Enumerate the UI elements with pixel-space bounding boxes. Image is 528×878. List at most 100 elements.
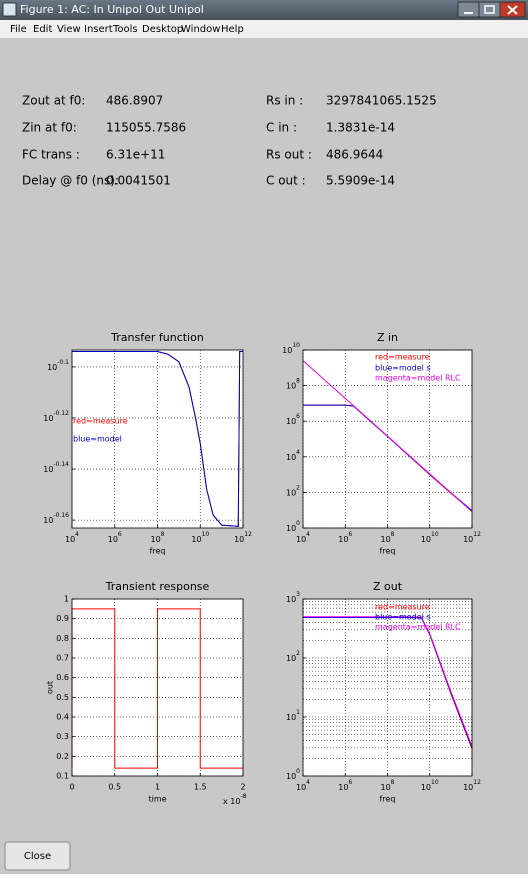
plot-frame	[71, 349, 244, 529]
plot-title: Z out	[373, 580, 403, 593]
y-tick-label: 100	[286, 768, 300, 781]
plot-frame	[302, 598, 473, 777]
plots: 1041061081010101210-0.110-0.1210-0.1410-…	[43, 331, 481, 806]
info-value: 115055.7586	[106, 121, 186, 135]
legend-annotation: red=measure	[73, 417, 128, 426]
plot-title: Transfer function	[110, 331, 204, 344]
menu-item[interactable]: Desktop	[142, 24, 183, 35]
menu-item[interactable]: Edit	[33, 24, 52, 35]
menu-bar	[0, 20, 528, 38]
y-tick-label: 0.9	[56, 614, 69, 623]
minimize-button[interactable]	[457, 1, 480, 18]
info-label: Zout at f0:	[22, 94, 85, 108]
info-label: C out :	[266, 174, 306, 188]
legend-annotation: blue=model	[73, 435, 122, 444]
info-value: 486.8907	[106, 94, 163, 108]
close-icon	[507, 5, 518, 15]
data-line	[72, 351, 243, 527]
y-tick-label: 102	[286, 484, 300, 497]
info-panel: Zout at f0: 486.8907 Zin at f0: 115055.7586…	[22, 94, 437, 188]
x-tick-label: 106	[338, 531, 352, 544]
menu-item[interactable]: Insert	[84, 24, 113, 35]
x-tick-label: 1012	[463, 531, 481, 544]
x-tick-label: 104	[65, 531, 79, 544]
x-axis-label: freq	[380, 547, 396, 556]
info-label: FC trans :	[22, 148, 80, 162]
y-tick-label: 0.6	[56, 673, 69, 682]
info-value: 3297841065.1525	[326, 94, 437, 108]
window-icon	[2, 2, 17, 17]
x-multiplier: x 10-8	[223, 793, 247, 806]
x-tick-label: 0	[69, 783, 74, 792]
y-tick-label: 0.2	[56, 752, 69, 761]
x-tick-label: 106	[338, 779, 352, 792]
window-title: Figure 1: AC: In Unipol Out Unipol	[20, 3, 204, 16]
info-value: 6.31e+11	[106, 148, 165, 162]
legend-annotation: magenta=model RLC	[375, 374, 461, 383]
plot-title: Z in	[377, 331, 398, 344]
x-tick-label: 1010	[191, 531, 209, 544]
info-value: 1.3831e-14	[326, 121, 395, 135]
info-label: Rs out :	[266, 148, 312, 162]
y-axis-label: out	[46, 681, 55, 694]
y-tick-label: 10-0.16	[43, 512, 69, 525]
x-tick-label: 0.5	[108, 783, 121, 792]
x-tick-label: 104	[296, 531, 310, 544]
legend-annotation: blue=model s	[375, 613, 431, 622]
plot-area	[72, 350, 243, 528]
close-button-label[interactable]: Close	[24, 851, 51, 862]
y-tick-label: 106	[286, 413, 300, 426]
info-label: C in :	[266, 121, 297, 135]
y-tick-label: 10-0.14	[43, 461, 69, 474]
menu-item[interactable]: Help	[221, 24, 244, 35]
plot-frame	[302, 349, 473, 529]
x-tick-label: 2	[240, 783, 245, 792]
menu-item[interactable]: Window	[181, 24, 220, 35]
data-line	[302, 360, 473, 512]
y-tick-label: 1	[64, 595, 69, 604]
info-value: 0.0041501	[106, 174, 171, 188]
menu-item[interactable]: View	[57, 24, 81, 35]
y-tick-label: 0.4	[56, 713, 69, 722]
legend-annotation: magenta=model RLC	[375, 623, 461, 632]
y-tick-label: 0.3	[56, 732, 69, 741]
close-button[interactable]	[4, 841, 71, 871]
x-tick-label: 1012	[463, 779, 481, 792]
maximize-button[interactable]	[478, 1, 501, 18]
y-tick-label: 10-0.1	[47, 358, 69, 371]
x-tick-label: 1012	[234, 531, 252, 544]
axes: 0 0.5 1 1.5 2 0.1 0.2 0.3 0.4 0.5 0.6 0.7 0.8 0.9 1 Tra…	[46, 580, 247, 806]
axes: 104 106 108 1010 1012 100 101 102 103 Z out freq re…	[286, 580, 481, 804]
y-tick-label: 0.8	[56, 634, 69, 643]
info-label: Rs in :	[266, 94, 303, 108]
plot-area	[303, 350, 472, 528]
y-tick-label: 103	[286, 591, 300, 604]
y-tick-label: 0.1	[56, 772, 69, 781]
x-tick-label: 1.5	[194, 783, 207, 792]
x-tick-label: 108	[380, 779, 394, 792]
x-tick-label: 108	[380, 531, 394, 544]
info-value: 486.9644	[326, 148, 383, 162]
menu-item[interactable]: File	[10, 24, 27, 35]
x-tick-label: 106	[108, 531, 122, 544]
data-line	[303, 616, 473, 747]
legend-annotation: blue=model s	[375, 364, 431, 373]
legend-annotation: red=measure	[375, 603, 430, 612]
info-value: 5.5909e-14	[326, 174, 395, 188]
y-tick-label: 10-0.12	[43, 409, 69, 422]
legend-annotation: red=measure	[375, 353, 430, 362]
plot-title: Transient response	[105, 580, 210, 593]
x-tick-label: 104	[296, 779, 310, 792]
y-tick-label: 0.7	[56, 654, 69, 663]
info-label: Delay @ f0 (ns):	[22, 174, 119, 188]
x-axis-label: freq	[150, 547, 166, 556]
y-tick-label: 104	[286, 448, 300, 461]
title-bar	[0, 0, 528, 20]
x-tick-label: 1	[155, 783, 160, 792]
menu-item[interactable]: Tools	[112, 24, 138, 35]
info-label: Zin at f0:	[22, 121, 77, 135]
y-tick-label: 108	[286, 377, 300, 390]
plot-frame	[71, 598, 244, 777]
